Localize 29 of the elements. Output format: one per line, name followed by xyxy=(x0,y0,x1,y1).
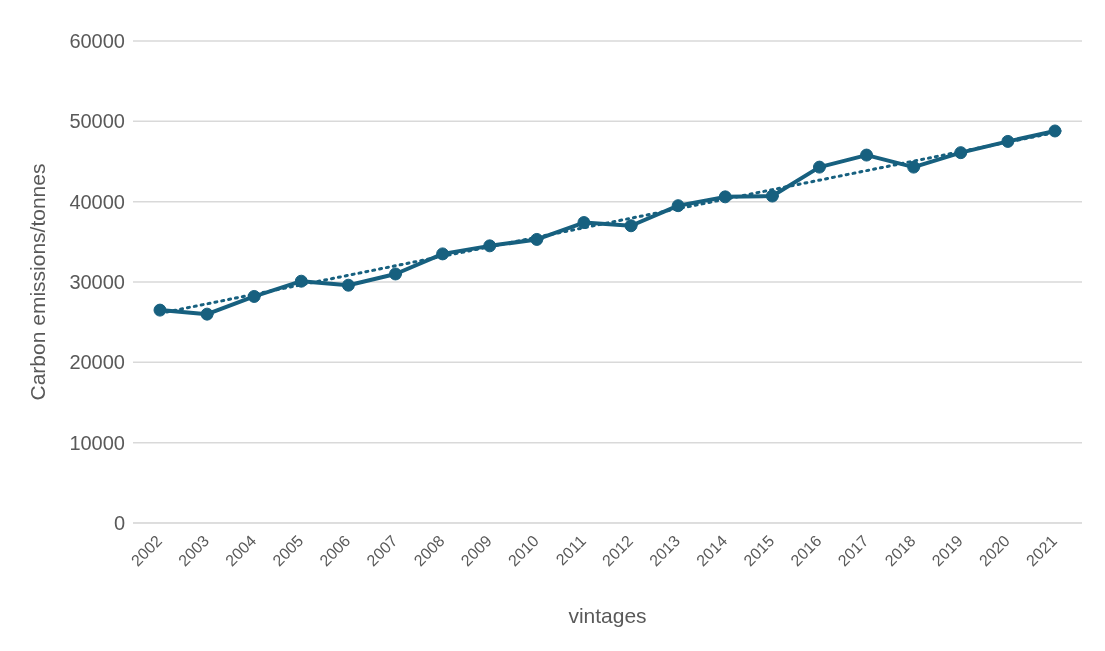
point xyxy=(294,274,308,288)
point xyxy=(389,267,403,281)
point xyxy=(812,160,826,174)
y-axis-title: Carbon emissions/tonnes xyxy=(26,163,50,401)
y-tick-label: 20000 xyxy=(69,351,125,374)
point xyxy=(200,307,214,321)
point xyxy=(1048,124,1062,138)
x-axis-title: vintages xyxy=(568,604,647,627)
point xyxy=(530,232,544,246)
point xyxy=(907,160,921,174)
point xyxy=(247,289,261,303)
point xyxy=(1001,134,1015,148)
y-tick-label: 30000 xyxy=(69,271,125,294)
y-tick-label: 0 xyxy=(113,512,125,535)
point xyxy=(671,199,685,213)
point xyxy=(765,189,779,203)
point xyxy=(860,148,874,162)
y-tick-label: 60000 xyxy=(69,30,125,53)
point xyxy=(341,278,355,292)
point xyxy=(153,303,167,317)
point xyxy=(436,247,450,261)
y-tick-label: 50000 xyxy=(69,110,125,133)
point xyxy=(718,190,732,204)
point xyxy=(954,146,968,160)
point xyxy=(483,239,497,253)
y-tick-label: 10000 xyxy=(69,431,125,454)
y-tick-label: 40000 xyxy=(69,190,125,213)
point xyxy=(624,219,638,233)
point xyxy=(577,216,591,230)
